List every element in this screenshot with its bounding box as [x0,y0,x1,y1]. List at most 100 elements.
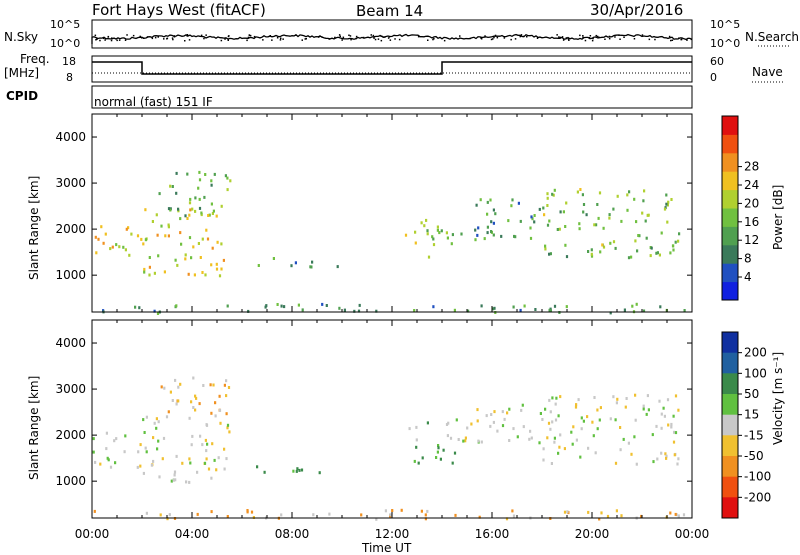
nsearch-point [227,35,230,38]
power-frame [91,113,693,313]
velocity-cell [627,441,630,445]
power-cell [184,257,187,261]
nsearch-point [562,39,565,41]
power-cell [631,304,634,308]
velocity-cell [666,398,670,402]
velocity-cell [214,414,217,418]
velocity-cell [544,407,547,411]
velocity-cell [205,449,208,453]
velocity-cell [658,399,661,403]
power-cell [205,228,208,232]
power-cell [655,251,658,255]
power-cell [175,171,178,175]
velocity-cell [206,442,209,446]
power-cell [633,197,636,201]
power-cell [189,208,192,212]
velocity-cell [300,468,304,472]
power-cell [95,251,98,255]
power-cell [336,265,339,269]
power-cell [660,231,663,235]
velocity-cell [199,434,202,438]
nsearch-point [510,38,512,41]
velocity-cell [551,396,554,400]
nave-tick-low: 0 [710,71,717,84]
power-cell [128,253,131,257]
power-cell [148,256,151,259]
velocity-cell [572,425,575,429]
power-cell [564,243,567,247]
beam-label: Beam 14 [356,2,424,20]
velocity-colorbar-swatch [722,414,738,436]
power-cell [290,264,293,268]
velocity-cell [596,427,599,431]
power-cell [188,201,192,205]
cpid-panel-frame [91,85,693,109]
power-cell [634,239,637,243]
power-cell [486,200,489,204]
nsearch-point [579,34,581,37]
nsearch-point [203,37,205,40]
nsky-tick-low: 10^0 [50,37,81,50]
velocity-cell [598,418,601,422]
power-colorbar-tick-label: 16 [744,215,759,229]
power-cell [144,208,147,212]
velocity-cell [160,385,163,389]
velocity-cell [530,436,533,440]
velocity-cell [177,385,180,389]
power-cell [272,257,275,260]
power-heatmap [94,170,686,315]
power-cell [548,308,551,312]
power-cell [494,212,497,216]
velocity-cell [280,513,283,517]
velocity-colorbar-tick-label: -100 [744,470,771,484]
velocity-colorbar-swatch [722,476,738,498]
power-cell [109,247,112,251]
power-cell [198,170,201,174]
power-cell [94,235,97,239]
power-cell [669,251,672,255]
power-cell [565,305,568,309]
power-cell [169,184,172,188]
power-cell [426,232,429,236]
velocity-cell [651,433,654,437]
velocity-cell [213,458,216,462]
power-cell [325,304,328,307]
velocity-cell [246,510,249,514]
velocity-ytick-label: 2000 [55,428,86,442]
nsearch-point [271,39,273,41]
power-cell [213,172,216,176]
nsearch-point [670,39,672,42]
velocity-cell [563,510,567,514]
power-cell [218,274,222,278]
velocity-cell [194,408,197,412]
velocity-cell [516,435,519,439]
nsearch-tick-low: 10^0 [710,37,741,50]
nsearch-point [172,38,174,41]
velocity-cell [501,424,505,428]
power-cell [642,199,645,203]
velocity-cell [609,417,612,421]
nsearch-point [249,34,252,37]
velocity-cell [587,446,590,450]
velocity-cell [596,408,599,412]
velocity-cell [152,436,155,440]
velocity-cell [616,397,619,401]
power-cell [427,255,431,259]
power-cell [475,203,478,207]
power-ytick-label: 3000 [55,176,86,190]
velocity-cell [453,451,457,455]
nsearch-point [126,34,128,36]
nsearch-point [514,38,517,40]
power-cell [175,191,178,195]
velocity-cell [624,405,627,409]
power-cell [590,248,593,252]
power-cell [564,225,567,228]
velocity-colorbar-tick-label: -50 [744,449,764,463]
velocity-cell [559,433,562,437]
velocity-cell [188,416,191,420]
power-cell [125,227,128,231]
velocity-cell [189,461,192,465]
velocity-cell [192,376,195,380]
velocity-cell [171,399,174,402]
nsearch-point [341,39,343,41]
